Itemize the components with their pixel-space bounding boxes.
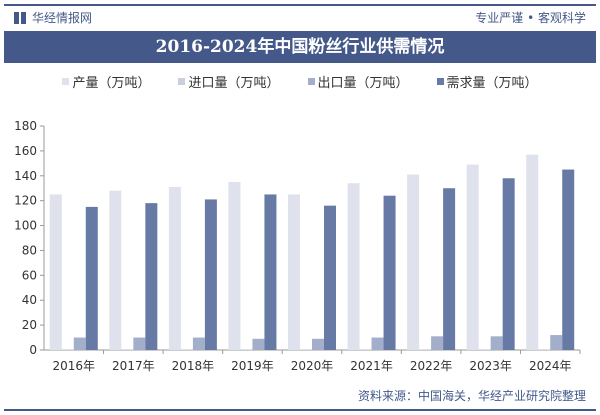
legend-item: 需求量（万吨）: [436, 72, 538, 91]
bar-3-5: [383, 195, 396, 350]
legend-swatch: [178, 78, 186, 85]
x-tick-label: 2020年: [291, 359, 334, 373]
y-tick-label: 180: [14, 119, 37, 133]
bar-1-2: [180, 349, 193, 350]
legend-label: 出口量（万吨）: [317, 76, 409, 91]
x-tick-label: 2022年: [410, 359, 453, 373]
bar-1-0: [61, 349, 74, 350]
bar-3-8: [562, 169, 575, 350]
legend-item: 出口量（万吨）: [307, 72, 409, 91]
x-tick-label: 2017年: [112, 359, 155, 373]
x-tick-label: 2021年: [350, 359, 393, 373]
bar-2-7: [490, 336, 503, 350]
top-border: [4, 4, 596, 6]
bar-3-0: [85, 206, 98, 350]
legend-item: 产量（万吨）: [62, 72, 150, 91]
bar-3-7: [502, 178, 515, 350]
y-tick-label: 160: [14, 144, 37, 158]
bar-2-5: [371, 337, 384, 350]
legend-label: 进口量（万吨）: [188, 76, 280, 91]
legend-item: 进口量（万吨）: [178, 72, 280, 91]
x-tick-label: 2018年: [172, 359, 215, 373]
bar-2-3: [252, 338, 265, 350]
bar-1-7: [478, 349, 491, 350]
bar-3-1: [145, 203, 158, 350]
bar-3-4: [324, 205, 336, 350]
legend-swatch: [62, 78, 70, 85]
brand-name: 华经情报网: [32, 11, 93, 25]
brand: 华经情报网: [14, 9, 92, 26]
bar-0-6: [407, 174, 420, 350]
bar-0-2: [168, 186, 181, 350]
logo-icon: [14, 11, 26, 24]
bar-1-6: [419, 349, 432, 350]
y-tick-label: 80: [22, 243, 37, 257]
y-tick-label: 140: [14, 169, 37, 183]
y-tick-label: 20: [22, 318, 37, 332]
legend-label: 产量（万吨）: [72, 76, 151, 91]
legend: 产量（万吨） 进口量（万吨） 出口量（万吨） 需求量（万吨）: [0, 72, 600, 91]
bar-0-5: [347, 183, 360, 350]
bar-2-6: [431, 336, 444, 350]
bar-1-4: [300, 349, 312, 350]
bar-3-6: [443, 188, 456, 350]
y-tick-label: 0: [29, 343, 37, 357]
x-tick-label: 2024年: [529, 359, 572, 373]
bar-1-5: [359, 349, 372, 350]
bottom-border: [4, 409, 596, 411]
bar-2-0: [73, 337, 86, 350]
bar-0-4: [288, 194, 300, 350]
bar-0-3: [228, 182, 241, 350]
y-tick-label: 40: [22, 293, 37, 307]
bar-2-4: [312, 338, 324, 350]
bar-0-7: [466, 164, 479, 350]
bar-0-8: [526, 154, 539, 350]
chart-title: 2016-2024年中国粉丝行业供需情况: [4, 31, 596, 63]
bar-3-3: [264, 194, 277, 350]
bar-0-0: [49, 194, 62, 350]
bar-2-2: [192, 337, 205, 350]
y-tick-label: 60: [22, 268, 37, 282]
x-tick-label: 2019年: [231, 359, 274, 373]
slogan: 专业严谨 • 客观科学: [475, 11, 586, 25]
x-tick-label: 2023年: [469, 359, 512, 373]
bar-2-1: [133, 337, 146, 350]
bar-0-1: [109, 190, 122, 350]
bar-1-1: [121, 349, 134, 350]
x-tick-label: 2016年: [53, 359, 96, 373]
legend-swatch: [307, 78, 315, 85]
bar-3-2: [204, 199, 217, 350]
source-note: 资料来源：中国海关，华经产业研究院整理: [357, 389, 586, 403]
y-tick-label: 120: [14, 194, 37, 208]
y-tick-label: 100: [14, 219, 37, 233]
bar-2-8: [550, 335, 563, 350]
bar-1-3: [240, 349, 253, 350]
bar-1-8: [538, 349, 551, 350]
legend-label: 需求量（万吨）: [446, 76, 538, 91]
legend-swatch: [436, 78, 444, 85]
